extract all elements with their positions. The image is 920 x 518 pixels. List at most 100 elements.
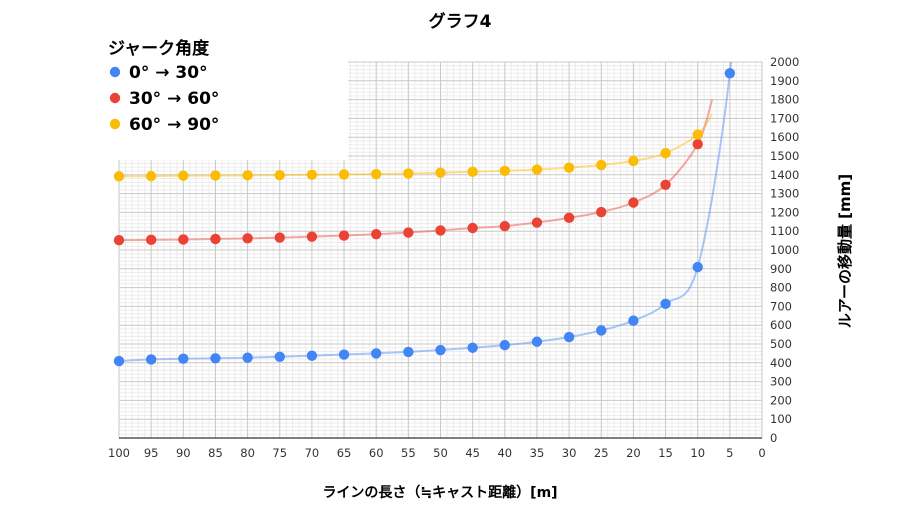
data-point-series-1 <box>596 325 607 336</box>
y-tick-label: 100 <box>770 412 792 426</box>
legend-marker-series-1 <box>109 66 121 78</box>
x-tick-label: 10 <box>690 446 705 460</box>
y-tick-label: 1600 <box>770 130 799 144</box>
data-point-series-3 <box>435 167 446 178</box>
x-tick-label: 5 <box>726 446 733 460</box>
y-tick-label: 700 <box>770 299 792 313</box>
data-point-series-3 <box>145 170 157 182</box>
data-point-series-3 <box>403 168 414 179</box>
data-point-series-1 <box>435 344 446 356</box>
data-point-series-2 <box>145 234 157 246</box>
y-tick-label: 400 <box>770 356 792 370</box>
x-tick-label: 75 <box>272 446 287 460</box>
y-tick-label: 1200 <box>770 205 799 219</box>
x-tick-label: 45 <box>465 446 480 460</box>
x-tick-label: 25 <box>594 446 609 460</box>
x-tick-label: 55 <box>401 446 416 460</box>
data-point-series-3 <box>467 166 478 177</box>
x-tick-label: 35 <box>530 446 545 460</box>
data-point-series-1 <box>113 355 125 367</box>
data-point-series-3 <box>178 170 189 181</box>
x-tick-label: 95 <box>144 446 159 460</box>
data-point-series-3 <box>499 165 510 177</box>
data-point-series-2 <box>435 225 446 236</box>
y-tick-label: 1700 <box>770 111 799 125</box>
legend-label-series-1: 0° → 30° <box>129 63 208 83</box>
data-points <box>113 68 736 367</box>
data-point-series-2 <box>306 231 318 242</box>
legend: 0° → 30° 30° → 60° 60° → 90° <box>100 30 348 160</box>
x-tick-label: 100 <box>108 446 130 460</box>
data-point-series-1 <box>499 339 510 351</box>
data-point-series-3 <box>660 147 671 159</box>
y-tick-label: 0 <box>770 431 777 445</box>
data-point-series-3 <box>210 170 221 181</box>
y-tick-label: 1900 <box>770 74 799 88</box>
y-tick-label: 2000 <box>770 55 799 69</box>
data-point-series-1 <box>660 298 671 309</box>
data-point-series-3 <box>596 159 607 171</box>
x-tick-label: 70 <box>305 446 320 460</box>
data-point-series-1 <box>210 353 221 364</box>
y-tick-label: 1500 <box>770 149 799 163</box>
data-point-series-1 <box>563 331 575 343</box>
data-point-series-2 <box>531 217 543 228</box>
data-point-series-2 <box>628 197 639 208</box>
x-tick-label: 40 <box>497 446 512 460</box>
data-point-series-3 <box>306 169 318 180</box>
trendline-series-1 <box>118 62 733 363</box>
grid <box>118 61 763 439</box>
x-tick-label: 80 <box>240 446 255 460</box>
y-tick-label: 1400 <box>770 168 799 182</box>
data-point-series-1 <box>403 346 414 358</box>
y-tick-label: 500 <box>770 337 792 351</box>
data-point-series-3 <box>274 169 285 181</box>
data-point-series-1 <box>724 68 736 79</box>
data-point-series-1 <box>145 354 157 365</box>
data-point-series-1 <box>692 261 703 273</box>
data-point-series-3 <box>531 164 543 175</box>
axes: 100 95 90 85 80 75 70 65 60 55 50 45 40 35 30 25 20 15 10 5… <box>108 55 799 460</box>
legend-marker-series-3 <box>109 118 121 130</box>
x-tick-label: 30 <box>562 446 577 460</box>
y-tick-label: 1000 <box>770 243 799 257</box>
y-axis-label: ルアーの移動量 [mm] <box>836 174 854 328</box>
data-point-series-2 <box>403 227 414 238</box>
data-point-series-2 <box>242 233 253 244</box>
data-point-series-2 <box>563 212 575 224</box>
y-tick-label: 1800 <box>770 93 799 107</box>
data-point-series-2 <box>178 234 189 245</box>
data-point-series-2 <box>660 179 671 190</box>
y-tick-label: 900 <box>770 262 792 276</box>
y-tick-label: 800 <box>770 281 792 295</box>
x-tick-label: 15 <box>658 446 673 460</box>
x-tick-label: 65 <box>337 446 352 460</box>
y-tick-label: 1100 <box>770 224 799 238</box>
data-point-series-3 <box>338 169 350 180</box>
y-tick-label: 600 <box>770 318 792 332</box>
data-point-series-3 <box>113 171 125 182</box>
x-tick-label: 20 <box>626 446 641 460</box>
data-point-series-2 <box>467 222 478 234</box>
legend-marker-series-2 <box>109 92 121 104</box>
data-point-series-1 <box>371 348 382 359</box>
x-tick-label: 0 <box>758 446 765 460</box>
data-point-series-3 <box>628 155 639 167</box>
data-point-series-1 <box>467 342 478 353</box>
data-point-series-3 <box>371 168 382 180</box>
x-tick-label: 90 <box>176 446 191 460</box>
data-point-series-1 <box>628 315 639 326</box>
data-point-series-2 <box>210 233 221 245</box>
data-point-series-1 <box>338 349 350 360</box>
legend-label-series-3: 60° → 90° <box>129 115 219 135</box>
data-point-series-2 <box>692 138 703 150</box>
y-tick-label: 1300 <box>770 187 799 201</box>
data-point-series-1 <box>242 352 253 363</box>
data-point-series-3 <box>563 162 575 173</box>
legend-title: ジャーク角度 <box>108 38 210 59</box>
x-tick-label: 85 <box>208 446 223 460</box>
data-point-series-2 <box>338 230 350 241</box>
data-point-series-2 <box>499 220 510 232</box>
data-point-series-2 <box>371 229 382 240</box>
